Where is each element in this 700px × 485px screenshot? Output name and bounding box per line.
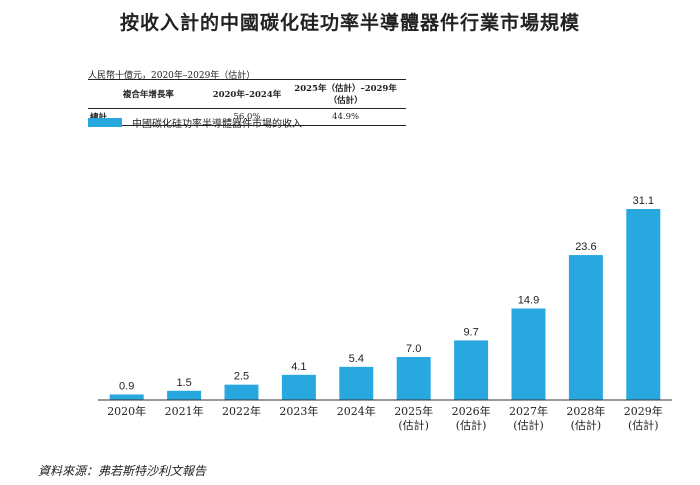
legend-swatch [88, 118, 122, 127]
data-label: 7.0 [406, 343, 421, 355]
source-note: 資料來源：弗若斯特沙利文報告 [38, 464, 207, 478]
chart-title: 按收入計的中國碳化硅功率半導體器件行業市場規模 [119, 12, 580, 34]
data-label: 31.1 [633, 195, 654, 207]
x-tick-label: 2027年 [509, 404, 548, 418]
x-tick-label: 2021年 [165, 404, 204, 418]
x-tick-label: 2028年 [566, 404, 605, 418]
data-label: 0.9 [119, 380, 134, 392]
cagr-header-period-1: 2020年–2024年 [208, 79, 286, 109]
x-tick-label: 2026年 [452, 404, 491, 418]
bar [511, 308, 546, 400]
cagr-value-1: 56.0% [208, 108, 286, 126]
data-label: 5.4 [349, 353, 364, 365]
x-tick-note: (估計) [398, 418, 429, 432]
x-tick-label: 2029年 [624, 404, 663, 418]
bar [396, 357, 431, 400]
data-label: 1.5 [176, 377, 191, 389]
bar [167, 390, 202, 400]
legend: 中國碳化硅功率半導體器件市場的收入 [88, 115, 302, 130]
legend-label: 中國碳化硅功率半導體器件市場的收入 [132, 119, 302, 130]
x-tick-label: 2022年 [222, 404, 261, 418]
bar [281, 374, 316, 400]
x-tick-note: (估計) [513, 418, 544, 432]
cagr-header-period-2: 2025年（估計）–2029年（估計） [285, 79, 406, 109]
data-label: 9.7 [463, 326, 478, 338]
unit-note: 人民幣十億元，2020年–2029年（估計） [88, 71, 256, 81]
data-label: 23.6 [575, 241, 596, 253]
bar [224, 384, 259, 400]
bar [568, 255, 603, 400]
bar [626, 209, 661, 400]
data-label: 14.9 [518, 294, 539, 306]
cagr-table: 複合年增長率 2020年–2024年 2025年（估計）–2029年（估計） 總… [88, 79, 406, 126]
x-tick-note: (估計) [456, 418, 487, 432]
x-tick-label: 2025年 [394, 404, 433, 418]
bar [109, 394, 144, 400]
x-tick-note: (估計) [628, 418, 659, 432]
x-tick-label: 2024年 [337, 404, 376, 418]
data-label: 4.1 [291, 361, 306, 373]
cagr-header-label: 複合年增長率 [88, 79, 209, 109]
data-label: 2.5 [234, 371, 249, 383]
x-tick-label: 2020年 [107, 404, 146, 418]
cagr-header-row: 複合年增長率 2020年–2024年 2025年（估計）–2029年（估計） [88, 79, 406, 109]
bar [339, 366, 374, 400]
x-tick-label: 2023年 [279, 404, 318, 418]
x-tick-note: (估計) [571, 418, 602, 432]
bar [454, 340, 489, 400]
cagr-value-2: 44.9% [285, 108, 406, 126]
